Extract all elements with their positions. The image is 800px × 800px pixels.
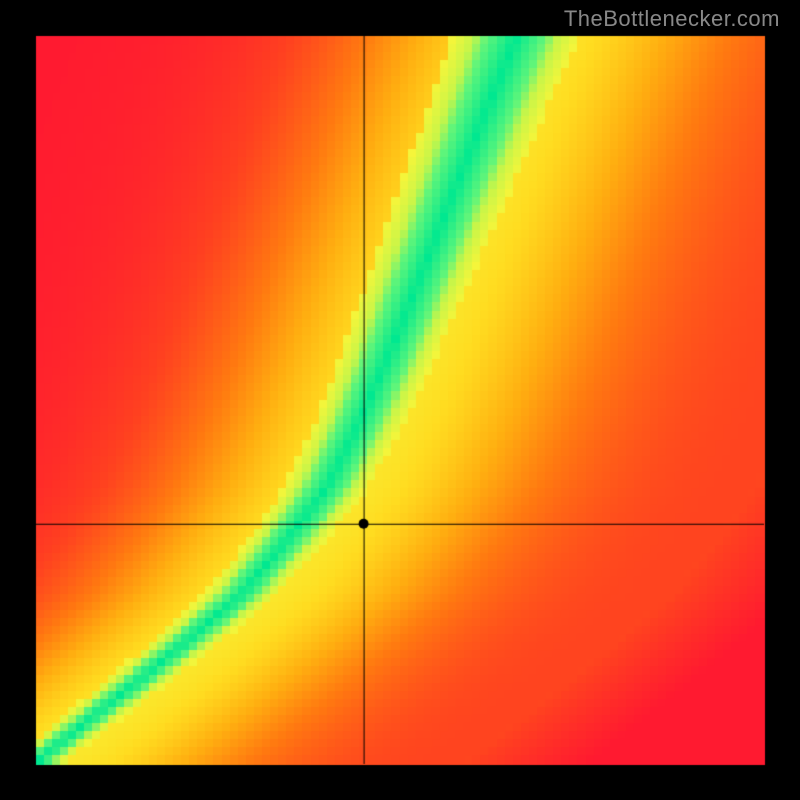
watermark-text: TheBottlenecker.com (564, 6, 780, 32)
heatmap-canvas (0, 0, 800, 800)
